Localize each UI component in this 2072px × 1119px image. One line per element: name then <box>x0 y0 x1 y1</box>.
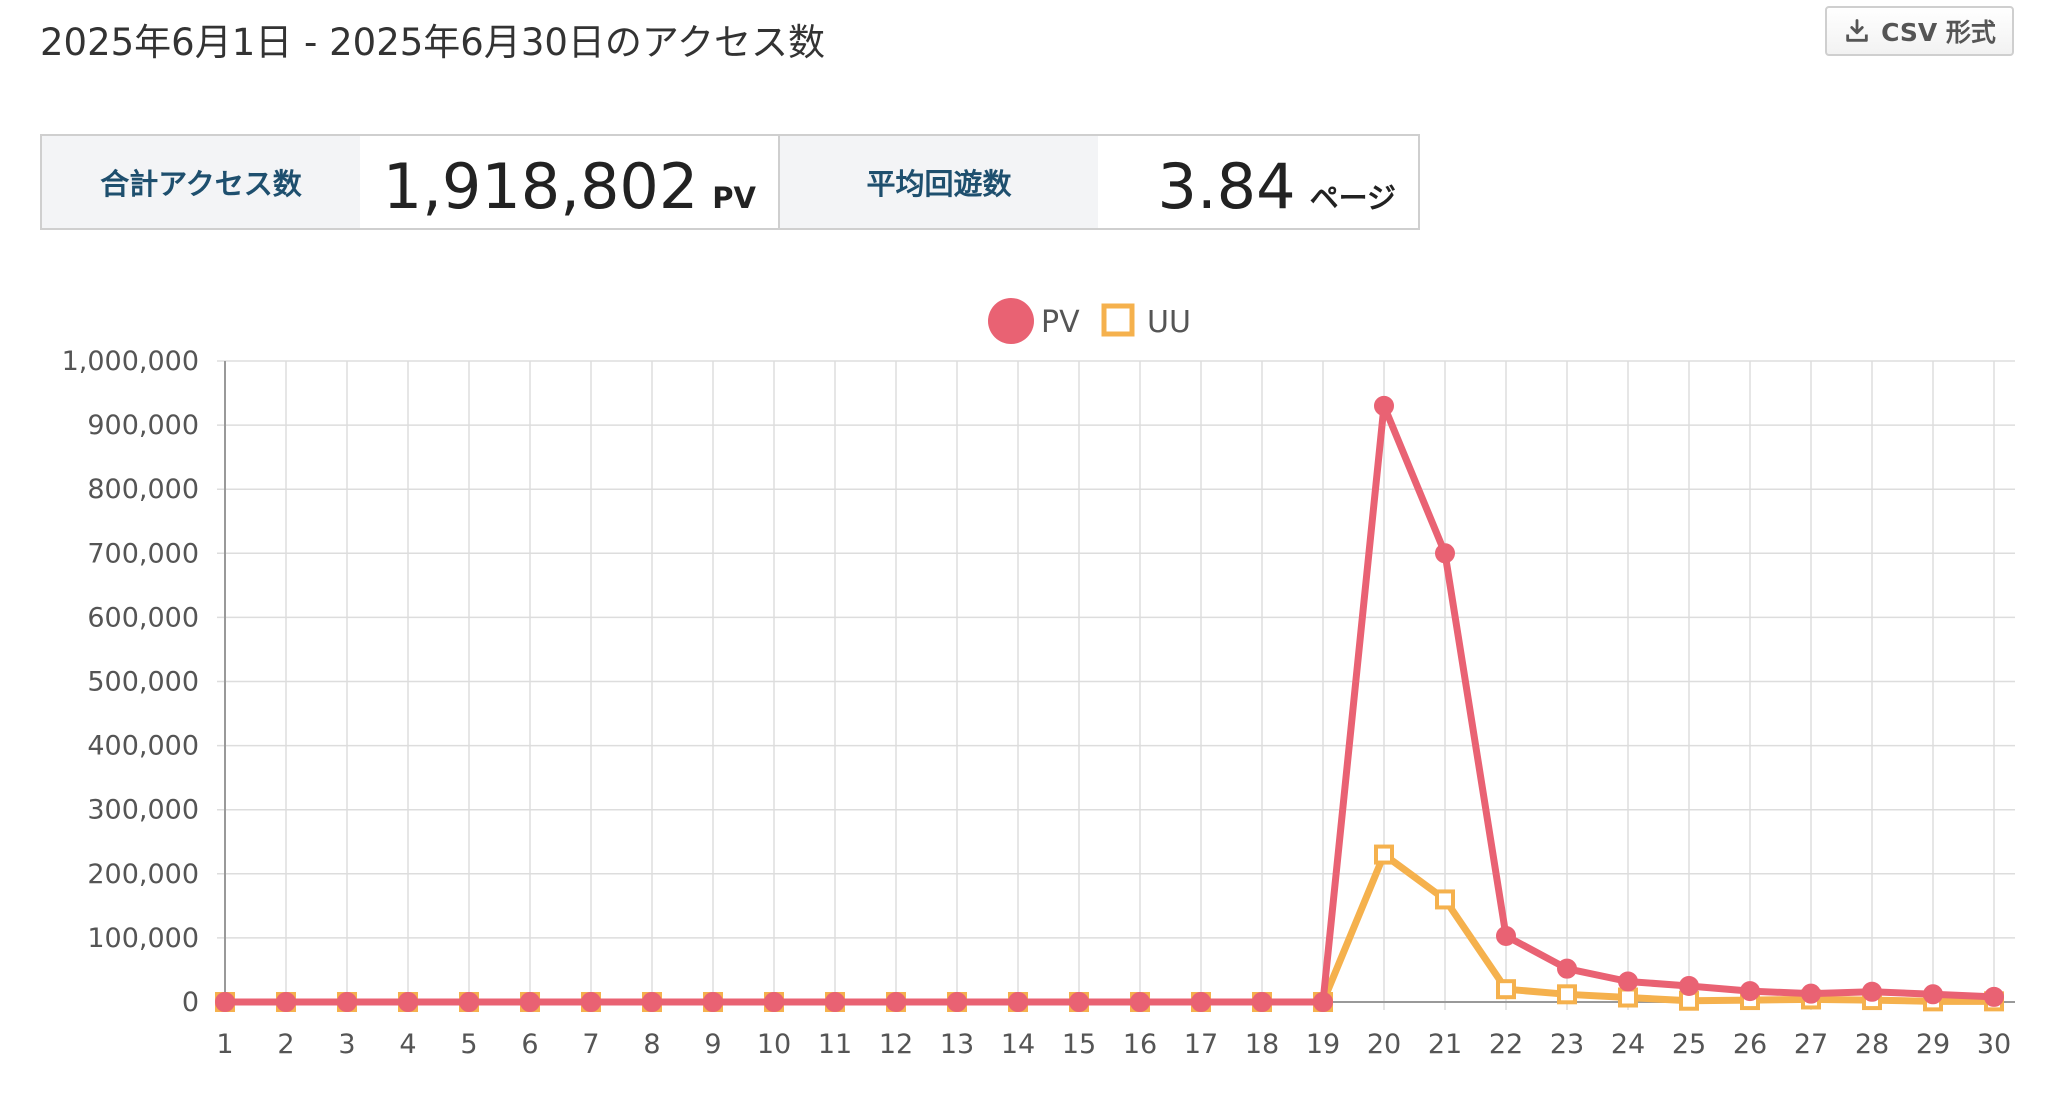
pv-point <box>1191 992 1211 1012</box>
pv-point <box>1740 981 1760 1002</box>
uu-point <box>1435 889 1455 910</box>
summary-divider <box>778 136 780 228</box>
x-tick-label: 3 <box>338 1029 355 1060</box>
pv-point <box>337 992 357 1012</box>
total-access-label: 合計アクセス数 <box>42 136 360 228</box>
x-tick-label: 12 <box>879 1029 913 1060</box>
x-tick-label: 19 <box>1306 1029 1340 1060</box>
pv-point <box>642 992 662 1012</box>
pv-point <box>1618 971 1638 992</box>
y-tick-label: 500,000 <box>87 667 199 698</box>
pv-point <box>1862 981 1882 1002</box>
avg-pages-value: 3.84 <box>1157 150 1296 223</box>
x-tick-label: 18 <box>1245 1029 1279 1060</box>
x-tick-label: 22 <box>1489 1029 1523 1060</box>
y-tick-label: 0 <box>182 987 199 1018</box>
x-tick-label: 20 <box>1367 1029 1401 1060</box>
x-tick-label: 13 <box>940 1029 974 1060</box>
access-line-chart: 0 100,000 200,000 300,000 400,000 500,000 600,… <box>62 298 2015 1060</box>
pv-point <box>459 992 479 1012</box>
x-tick-label: 1 <box>216 1029 233 1060</box>
uu-point <box>1374 844 1394 865</box>
x-tick-label: 16 <box>1123 1029 1157 1060</box>
total-access-value: 1,918,802 <box>382 150 699 223</box>
csv-download-button[interactable]: CSV 形式 <box>1825 6 2014 56</box>
avg-pages-unit: ページ <box>1309 181 1396 215</box>
pv-point <box>764 992 784 1012</box>
legend-pv-label: PV <box>1041 305 1080 340</box>
pv-point <box>520 992 540 1012</box>
x-tick-label: 27 <box>1794 1029 1828 1060</box>
pv-point <box>1008 992 1028 1012</box>
series-line-uu <box>225 851 1994 1006</box>
x-tick-label: 5 <box>460 1029 477 1060</box>
pv-point <box>947 992 967 1012</box>
pv-point <box>1801 983 1821 1004</box>
pv-point <box>1069 992 1089 1012</box>
x-tick-label: 29 <box>1916 1029 1950 1060</box>
pv-point <box>1374 395 1394 416</box>
y-tick-label: 900,000 <box>87 410 199 441</box>
y-tick-label: 600,000 <box>87 602 199 633</box>
x-tick-label: 30 <box>1977 1029 2011 1060</box>
x-tick-label: 2 <box>277 1029 294 1060</box>
y-tick-label: 700,000 <box>87 538 199 569</box>
avg-pages-value-cell: 3.84 ページ <box>1098 136 1418 228</box>
pv-point <box>581 992 601 1012</box>
x-tick-label: 17 <box>1184 1029 1218 1060</box>
pv-point <box>215 992 235 1012</box>
pv-point <box>1557 958 1577 979</box>
x-tick-label: 9 <box>704 1029 721 1060</box>
x-tick-label: 28 <box>1855 1029 1889 1060</box>
download-icon <box>1846 19 1868 42</box>
pv-point <box>1435 543 1455 564</box>
uu-point <box>1618 987 1638 1008</box>
y-tick-label: 300,000 <box>87 795 199 826</box>
total-access-unit: PV <box>712 181 756 215</box>
x-tick-label: 25 <box>1672 1029 1706 1060</box>
series-line-pv <box>225 402 1995 1006</box>
pv-point <box>886 992 906 1012</box>
x-tick-label: 10 <box>757 1029 791 1060</box>
pv-point <box>1252 992 1272 1012</box>
pv-point <box>1130 992 1150 1012</box>
x-tick-label: 14 <box>1001 1029 1035 1060</box>
uu-point <box>1557 984 1577 1005</box>
x-tick-label: 15 <box>1062 1029 1096 1060</box>
uu-point <box>1496 979 1516 1000</box>
legend-uu-marker <box>1101 303 1135 337</box>
x-tick-label: 4 <box>399 1029 416 1060</box>
pv-point <box>703 992 723 1012</box>
pv-point <box>398 992 418 1012</box>
pv-point <box>1679 975 1699 996</box>
x-tick-label: 7 <box>582 1029 599 1060</box>
legend-pv-marker <box>988 298 1034 344</box>
x-tick-label: 11 <box>818 1029 852 1060</box>
total-access-value-cell: 1,918,802 PV <box>360 136 778 228</box>
pv-point <box>1984 986 2004 1007</box>
x-tick-label: 23 <box>1550 1029 1584 1060</box>
pv-point <box>1923 984 1943 1005</box>
y-tick-label: 1,000,000 <box>62 346 199 377</box>
legend-uu-label: UU <box>1147 305 1191 340</box>
avg-pages-label: 平均回遊数 <box>780 136 1098 228</box>
csv-button-label: CSV 形式 <box>1881 18 1996 47</box>
y-tick-label: 200,000 <box>87 859 199 890</box>
x-tick-label: 26 <box>1733 1029 1767 1060</box>
x-tick-label: 6 <box>521 1029 538 1060</box>
y-tick-label: 100,000 <box>87 923 199 954</box>
summary-table: 合計アクセス数 1,918,802 PV 平均回遊数 3.84 ページ <box>40 134 1420 230</box>
y-tick-label: 800,000 <box>87 474 199 505</box>
x-tick-label: 8 <box>643 1029 660 1060</box>
pv-point <box>1313 992 1333 1012</box>
x-tick-label: 24 <box>1611 1029 1645 1060</box>
pv-point <box>825 992 845 1012</box>
x-tick-label: 21 <box>1428 1029 1462 1060</box>
pv-point <box>276 992 296 1012</box>
pv-point <box>1496 925 1516 946</box>
y-tick-label: 400,000 <box>87 731 199 762</box>
page-title: 2025年6月1日 - 2025年6月30日のアクセス数 <box>40 21 826 64</box>
